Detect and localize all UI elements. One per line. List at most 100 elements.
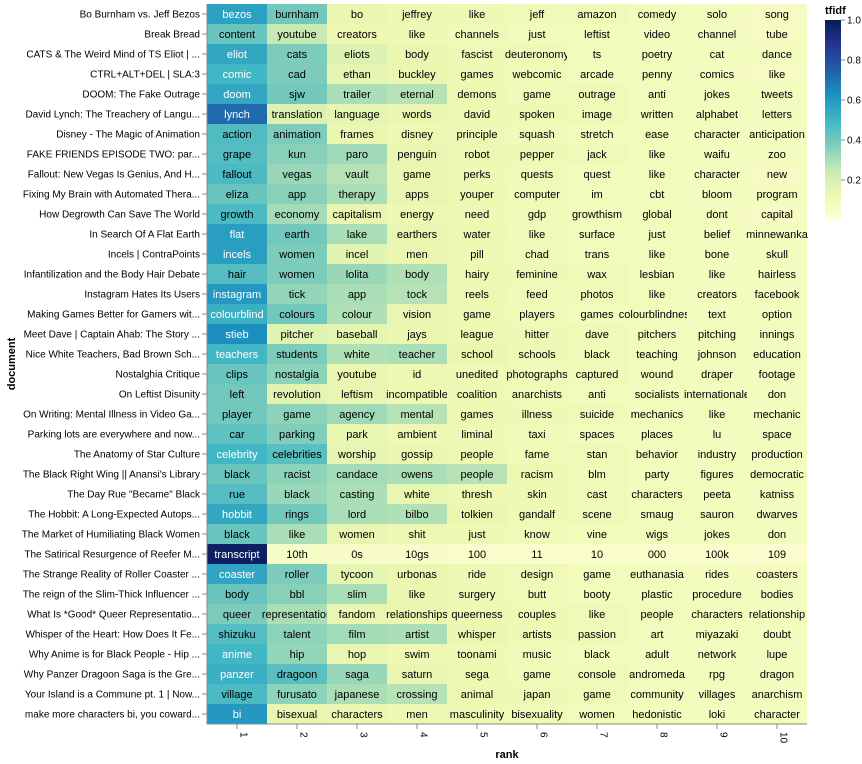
cell-word-label: game xyxy=(463,309,491,321)
y-tick-label: Whisper of the Heart: How Does It Fe... xyxy=(25,630,200,641)
cell-word-label: body xyxy=(225,589,249,601)
heatmap-cell xyxy=(267,404,327,424)
heatmap-cell xyxy=(207,584,267,604)
cell-word-label: dragoon xyxy=(277,669,317,681)
heatmap-cell xyxy=(507,584,567,604)
heatmap-cell xyxy=(447,424,507,444)
heatmap-cell xyxy=(267,524,327,544)
cell-word-label: panzer xyxy=(220,669,254,681)
y-tick-label: The Hobbit: A Long-Expected Autops... xyxy=(28,510,200,521)
heatmap-cell xyxy=(447,344,507,364)
cell-word-label: education xyxy=(753,349,801,361)
cell-word-label: like xyxy=(469,9,486,21)
cell-word-label: webcomic xyxy=(512,69,562,81)
heatmap-cell xyxy=(747,604,807,624)
heatmap-cell xyxy=(687,524,747,544)
heatmap-cell xyxy=(567,624,627,644)
cell-word-label: earth xyxy=(284,229,309,241)
cell-word-label: 10th xyxy=(286,549,307,561)
x-tick-label: 10 xyxy=(778,732,789,744)
heatmap-cell xyxy=(447,464,507,484)
heatmap-cell xyxy=(447,384,507,404)
heatmap-cell xyxy=(747,664,807,684)
cell-word-label: teaching xyxy=(636,349,678,361)
heatmap-cell xyxy=(687,84,747,104)
cell-word-label: don xyxy=(768,389,786,401)
cell-word-label: eternal xyxy=(400,89,434,101)
heatmap-cell xyxy=(747,304,807,324)
cell-word-label: teacher xyxy=(399,349,436,361)
y-tick-label: Nostalghia Critique xyxy=(116,370,201,381)
cell-word-label: loki xyxy=(709,709,726,721)
cell-word-label: celebrity xyxy=(217,449,258,461)
legend-tick-label: 0.8 xyxy=(847,56,861,67)
heatmap-cell xyxy=(267,604,327,624)
heatmap-cell xyxy=(627,284,687,304)
cell-word-label: apps xyxy=(405,189,429,201)
cell-word-label: euthanasia xyxy=(630,569,685,581)
heatmap-cell xyxy=(567,24,627,44)
heatmap-cell xyxy=(207,644,267,664)
heatmap-cell xyxy=(567,124,627,144)
cell-word-label: 109 xyxy=(768,549,786,561)
heatmap-cell xyxy=(267,224,327,244)
heatmap-cell xyxy=(387,284,447,304)
heatmap-cells: bezos burnham bo jeffrey like jeff amazon comed… xyxy=(207,4,809,724)
cell-word-label: pitching xyxy=(698,329,736,341)
y-tick-label: What Is *Good* Queer Representatio... xyxy=(27,610,200,621)
cell-word-label: teachers xyxy=(216,349,259,361)
cell-word-label: representation xyxy=(262,609,332,621)
cell-word-label: sega xyxy=(465,669,490,681)
cell-word-label: bone xyxy=(705,249,729,261)
heatmap-cell xyxy=(687,464,747,484)
heatmap-cell xyxy=(387,24,447,44)
cell-word-label: game xyxy=(523,669,551,681)
cell-word-label: david xyxy=(464,109,490,121)
heatmap-cell xyxy=(507,164,567,184)
heatmap-cell xyxy=(687,644,747,664)
cell-word-label: know xyxy=(524,529,550,541)
heatmap-cell xyxy=(447,224,507,244)
heatmap-cell xyxy=(627,344,687,364)
heatmap-cell xyxy=(567,404,627,424)
cell-word-label: spoken xyxy=(519,109,554,121)
cell-word-label: words xyxy=(401,109,432,121)
heatmap-cell xyxy=(387,264,447,284)
heatmap-cell xyxy=(267,344,327,364)
heatmap-cell xyxy=(207,484,267,504)
heatmap-cell xyxy=(627,164,687,184)
cell-word-label: parking xyxy=(279,429,315,441)
cell-word-label: leftist xyxy=(584,29,610,41)
heatmap-cell xyxy=(327,364,387,384)
heatmap-cell xyxy=(567,364,627,384)
cell-word-label: amazon xyxy=(577,9,616,21)
heatmap-cell xyxy=(447,444,507,464)
cell-word-label: im xyxy=(591,189,603,201)
cell-word-label: jokes xyxy=(703,89,730,101)
heatmap-cell xyxy=(687,544,747,564)
cell-word-label: johnson xyxy=(697,349,737,361)
cell-word-label: computer xyxy=(514,189,560,201)
heatmap-cell xyxy=(687,204,747,224)
cell-word-label: industry xyxy=(698,449,737,461)
heatmap-cell xyxy=(207,364,267,384)
heatmap-cell xyxy=(267,664,327,684)
heatmap-cell xyxy=(267,304,327,324)
heatmap-cell xyxy=(387,244,447,264)
cell-word-label: game xyxy=(283,409,311,421)
cell-word-label: games xyxy=(460,409,494,421)
heatmap-cell xyxy=(207,144,267,164)
cell-word-label: disney xyxy=(401,129,433,141)
heatmap-cell xyxy=(507,224,567,244)
cell-word-label: cast xyxy=(587,489,607,501)
cell-word-label: just xyxy=(647,229,665,241)
heatmap-cell xyxy=(327,344,387,364)
cell-word-label: suicide xyxy=(580,409,614,421)
heatmap-cell xyxy=(567,164,627,184)
heatmap-cell xyxy=(207,264,267,284)
cell-word-label: draper xyxy=(701,369,733,381)
cell-word-label: like xyxy=(409,589,426,601)
heatmap-cell xyxy=(447,24,507,44)
cell-word-label: gandalf xyxy=(519,509,556,521)
legend-tick-label: 0.4 xyxy=(847,136,861,147)
